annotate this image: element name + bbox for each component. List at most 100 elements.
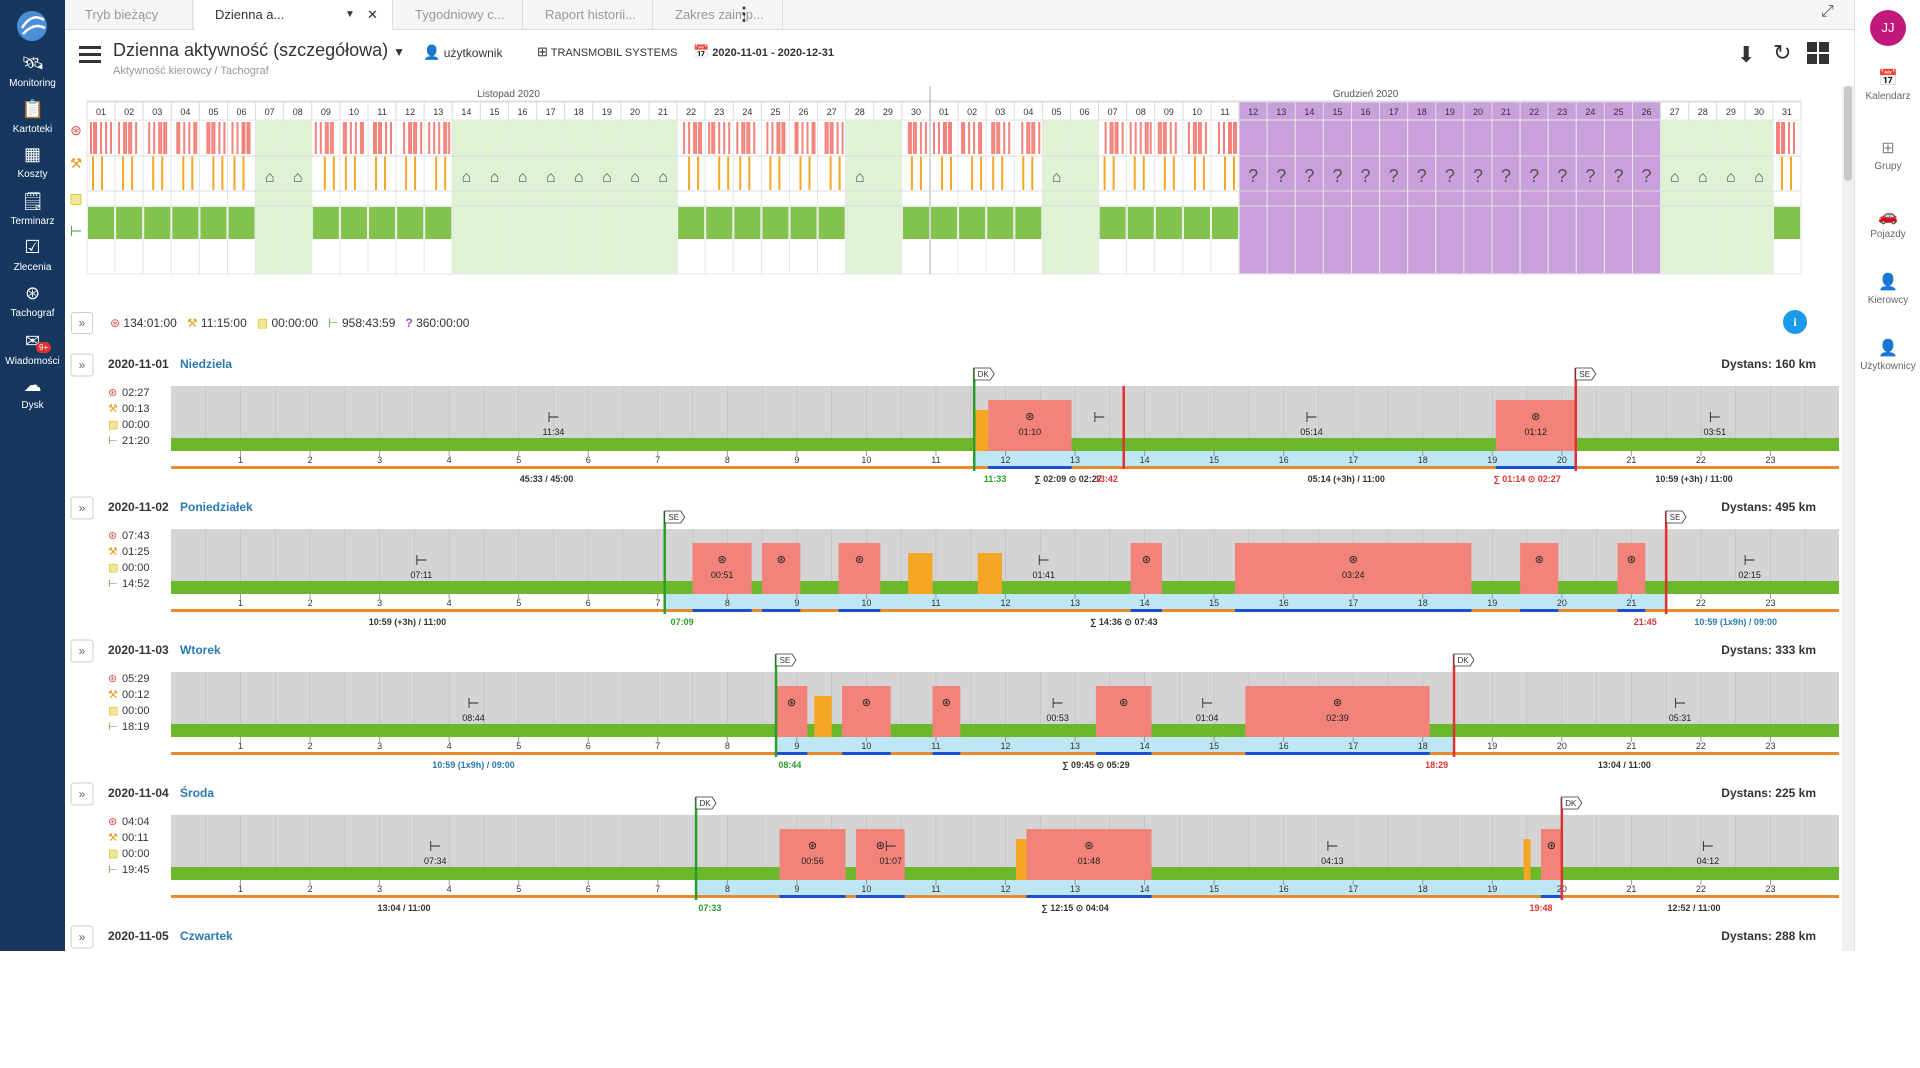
day-column[interactable] — [1744, 119, 1774, 275]
driving-block[interactable] — [779, 829, 846, 880]
right-nav-grupy[interactable]: ⊞ Grupy — [1855, 138, 1920, 172]
tab-daily-activity[interactable]: Dzienna a... ▼ ✕ — [195, 0, 393, 30]
driving-block[interactable] — [1520, 543, 1559, 594]
day-weekday[interactable]: Niedziela — [180, 357, 232, 371]
driving-block[interactable] — [776, 686, 808, 737]
day-column[interactable] — [1688, 119, 1718, 275]
driving-block[interactable] — [1130, 543, 1162, 594]
driving-block[interactable] — [1495, 400, 1576, 451]
right-nav-kalendarz[interactable]: 📅 Kalendarz — [1855, 68, 1920, 102]
expand-day-button[interactable] — [70, 496, 94, 520]
expand-icon[interactable]: ⤢ — [1821, 3, 1834, 20]
day-weekday[interactable]: Poniedziałek — [180, 500, 253, 514]
day-weekday[interactable]: Czwartek — [180, 929, 233, 943]
day-column[interactable] — [1266, 119, 1296, 275]
day-column[interactable] — [1716, 119, 1746, 275]
day-column[interactable] — [648, 119, 678, 275]
refresh-icon[interactable]: ↻ — [1773, 40, 1792, 65]
day-column[interactable] — [508, 119, 538, 275]
scrollbar-thumb[interactable] — [1844, 86, 1852, 181]
day-column[interactable] — [479, 119, 509, 275]
user-selector[interactable]: 👤 użytkownik — [423, 44, 502, 61]
right-nav-kierowcy[interactable]: 👤 Kierowcy — [1855, 272, 1920, 306]
tab-weekly[interactable]: Tygodniowy c... — [395, 0, 523, 30]
date-range-selector[interactable]: 📅 2020-11-01 - 2020-12-31 — [693, 44, 834, 60]
driving-block[interactable] — [838, 543, 881, 594]
grid-view-icon[interactable] — [1807, 42, 1829, 64]
download-icon[interactable]: ⬇ — [1737, 42, 1756, 67]
expand-day-button[interactable] — [70, 353, 94, 377]
driving-block[interactable] — [842, 686, 891, 737]
page-title[interactable]: Dzienna aktywność (szczegółowa) ▼ — [113, 40, 405, 61]
work-block[interactable] — [814, 696, 832, 737]
day-column[interactable] — [1351, 119, 1381, 275]
day-column[interactable] — [592, 119, 622, 275]
expand-day-button[interactable] — [70, 925, 94, 949]
nav-item-terminarz[interactable]: 🗒 Terminarz — [0, 190, 65, 227]
day-column[interactable] — [1294, 119, 1324, 275]
day-column[interactable] — [564, 119, 594, 275]
day-column[interactable] — [873, 119, 903, 275]
day-column[interactable] — [283, 119, 313, 275]
day-weekday[interactable]: Wtorek — [180, 643, 221, 657]
day-column[interactable] — [1491, 119, 1521, 275]
day-column[interactable] — [451, 119, 481, 275]
more-tabs-icon[interactable]: ⋮ — [735, 4, 753, 24]
day-column[interactable] — [1547, 119, 1577, 275]
driving-block[interactable] — [1026, 829, 1152, 880]
day-column[interactable] — [1632, 119, 1662, 275]
nav-item-wiadomości[interactable]: ✉ 9+ Wiadomości — [0, 330, 65, 367]
expand-day-button[interactable] — [70, 639, 94, 663]
tab-live-mode[interactable]: Tryb bieżący — [65, 0, 193, 30]
right-nav-użytkownicy[interactable]: 👤 Użytkownicy — [1855, 338, 1920, 372]
day-column[interactable] — [1660, 119, 1690, 275]
tab-import-range[interactable]: Zakres zaimp... — [655, 0, 783, 30]
close-icon[interactable]: ✕ — [367, 7, 378, 22]
driving-block[interactable] — [1234, 543, 1472, 594]
driving-block[interactable] — [1540, 829, 1562, 880]
day-column[interactable] — [1238, 119, 1268, 275]
work-block[interactable] — [977, 553, 1003, 594]
expand-all-button[interactable]: » — [71, 312, 93, 334]
nav-item-monitoring[interactable]: 🛰 Monitoring — [0, 52, 65, 89]
chevron-down-icon[interactable]: ▼ — [393, 45, 406, 59]
driving-block[interactable] — [932, 686, 961, 737]
nav-item-kartoteki[interactable]: 📋 Kartoteki — [0, 98, 65, 135]
nav-item-tachograf[interactable]: ⊛ Tachograf — [0, 282, 65, 319]
nav-item-dysk[interactable]: ☁ Dysk — [0, 374, 65, 411]
hamburger-menu-icon[interactable] — [79, 46, 101, 64]
chevron-down-icon[interactable]: ▼ — [345, 9, 355, 20]
day-column[interactable] — [1379, 119, 1409, 275]
expand-day-button[interactable] — [70, 782, 94, 806]
info-icon[interactable]: i — [1783, 310, 1807, 334]
work-block[interactable] — [974, 410, 989, 451]
tab-history-report[interactable]: Raport historii... — [525, 0, 653, 30]
work-block[interactable] — [1015, 839, 1027, 880]
day-column[interactable] — [1603, 119, 1634, 275]
right-nav-pojazdy[interactable]: 🚗 Pojazdy — [1855, 206, 1920, 240]
nav-item-zlecenia[interactable]: ☑ Zlecenia — [0, 236, 65, 273]
avatar[interactable]: JJ — [1870, 10, 1906, 46]
work-block[interactable] — [908, 553, 933, 594]
day-column[interactable] — [1519, 119, 1549, 275]
day-column[interactable] — [1435, 119, 1465, 275]
day-weekday[interactable]: Środa — [180, 785, 214, 800]
driving-block[interactable] — [1095, 686, 1152, 737]
driving-block[interactable] — [855, 829, 905, 880]
day-column[interactable] — [1322, 119, 1353, 275]
driving-block[interactable] — [692, 543, 752, 594]
day-column[interactable] — [1575, 119, 1605, 275]
day-column[interactable] — [367, 119, 397, 275]
day-column[interactable] — [845, 119, 875, 275]
day-column[interactable] — [1041, 119, 1072, 275]
driving-block[interactable] — [1245, 686, 1430, 737]
day-column[interactable] — [255, 119, 285, 275]
day-column[interactable] — [536, 119, 566, 275]
work-block[interactable] — [1523, 839, 1531, 880]
day-column[interactable] — [620, 119, 650, 275]
day-column[interactable] — [1070, 119, 1100, 275]
company-selector[interactable]: ⊞ TRANSMOBIL SYSTEMS — [537, 44, 678, 60]
day-column[interactable] — [1407, 119, 1437, 275]
driving-block[interactable] — [1617, 543, 1646, 594]
driving-block[interactable] — [988, 400, 1072, 451]
